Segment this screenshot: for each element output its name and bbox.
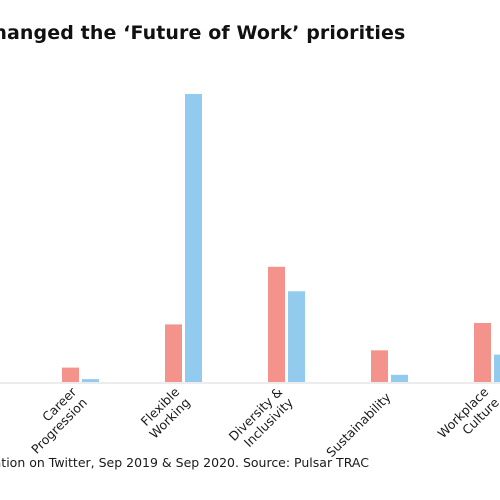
bar-series-2-cat-1 <box>82 379 99 382</box>
x-tick-label-line: Sustainability <box>323 389 394 460</box>
x-tick-label: FlexibleWorking <box>136 384 193 441</box>
bar-series-2-cat-4 <box>391 374 408 382</box>
bar-series-2-cat-5 <box>494 354 500 382</box>
bar-series-1-cat-5 <box>474 322 491 382</box>
x-tick-label: Sustainability <box>323 389 394 460</box>
x-tick-label: WorkplaceCulture <box>435 384 500 452</box>
bar-series-1-cat-3 <box>268 266 285 382</box>
bar-series-1-cat-1 <box>62 367 79 382</box>
bar-series-2-cat-3 <box>288 291 305 382</box>
x-tick-label: CareerProgression <box>18 384 91 457</box>
bar-series-1-cat-2 <box>165 324 182 382</box>
bar-series-2-cat-2 <box>185 94 202 382</box>
bar-series-1-cat-4 <box>371 350 388 382</box>
x-tick-label: Diversity &Inclusivity <box>226 384 297 455</box>
source-footnote: rsation on Twitter, Sep 2019 & Sep 2020.… <box>0 455 369 470</box>
chart-title: changed the ‘Future of Work’ priorities <box>0 22 406 44</box>
